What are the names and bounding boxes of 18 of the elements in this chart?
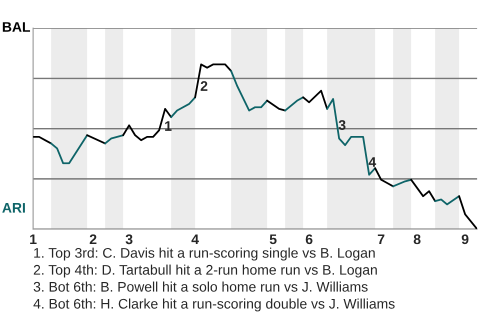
annotation: 4 [368,157,376,167]
text: 1. Top 3rd: C. Davis hit a run-scoring single vs B. Logan [34,248,375,261]
x-tick-label: 9 [462,234,468,244]
x-tick-label: 7 [378,234,384,244]
x-tick-label: 2 [90,234,96,244]
annotation: 3 [338,120,346,130]
text: 3. Bot 6th: B. Powell hit a solo home run vs J. Williams [34,282,368,292]
x-tick-label: 3 [126,234,132,244]
x-tick-label: 5 [270,234,277,244]
text: 2. Top 4th: D. Tartabull hit a 2-run home run vs B. Logan [34,264,377,278]
x-tick-label: 1 [30,234,37,244]
text: BAL [2,22,30,32]
text: 4. Bot 6th: H. Clarke hit a run-scoring double vs J. Williams [33,298,395,312]
x-tick-label: 4 [191,234,199,244]
x-tick-label: 6 [306,234,312,244]
annotation: 2 [200,81,208,91]
text: ARI [2,203,25,213]
x-tick-label: 8 [414,234,421,244]
